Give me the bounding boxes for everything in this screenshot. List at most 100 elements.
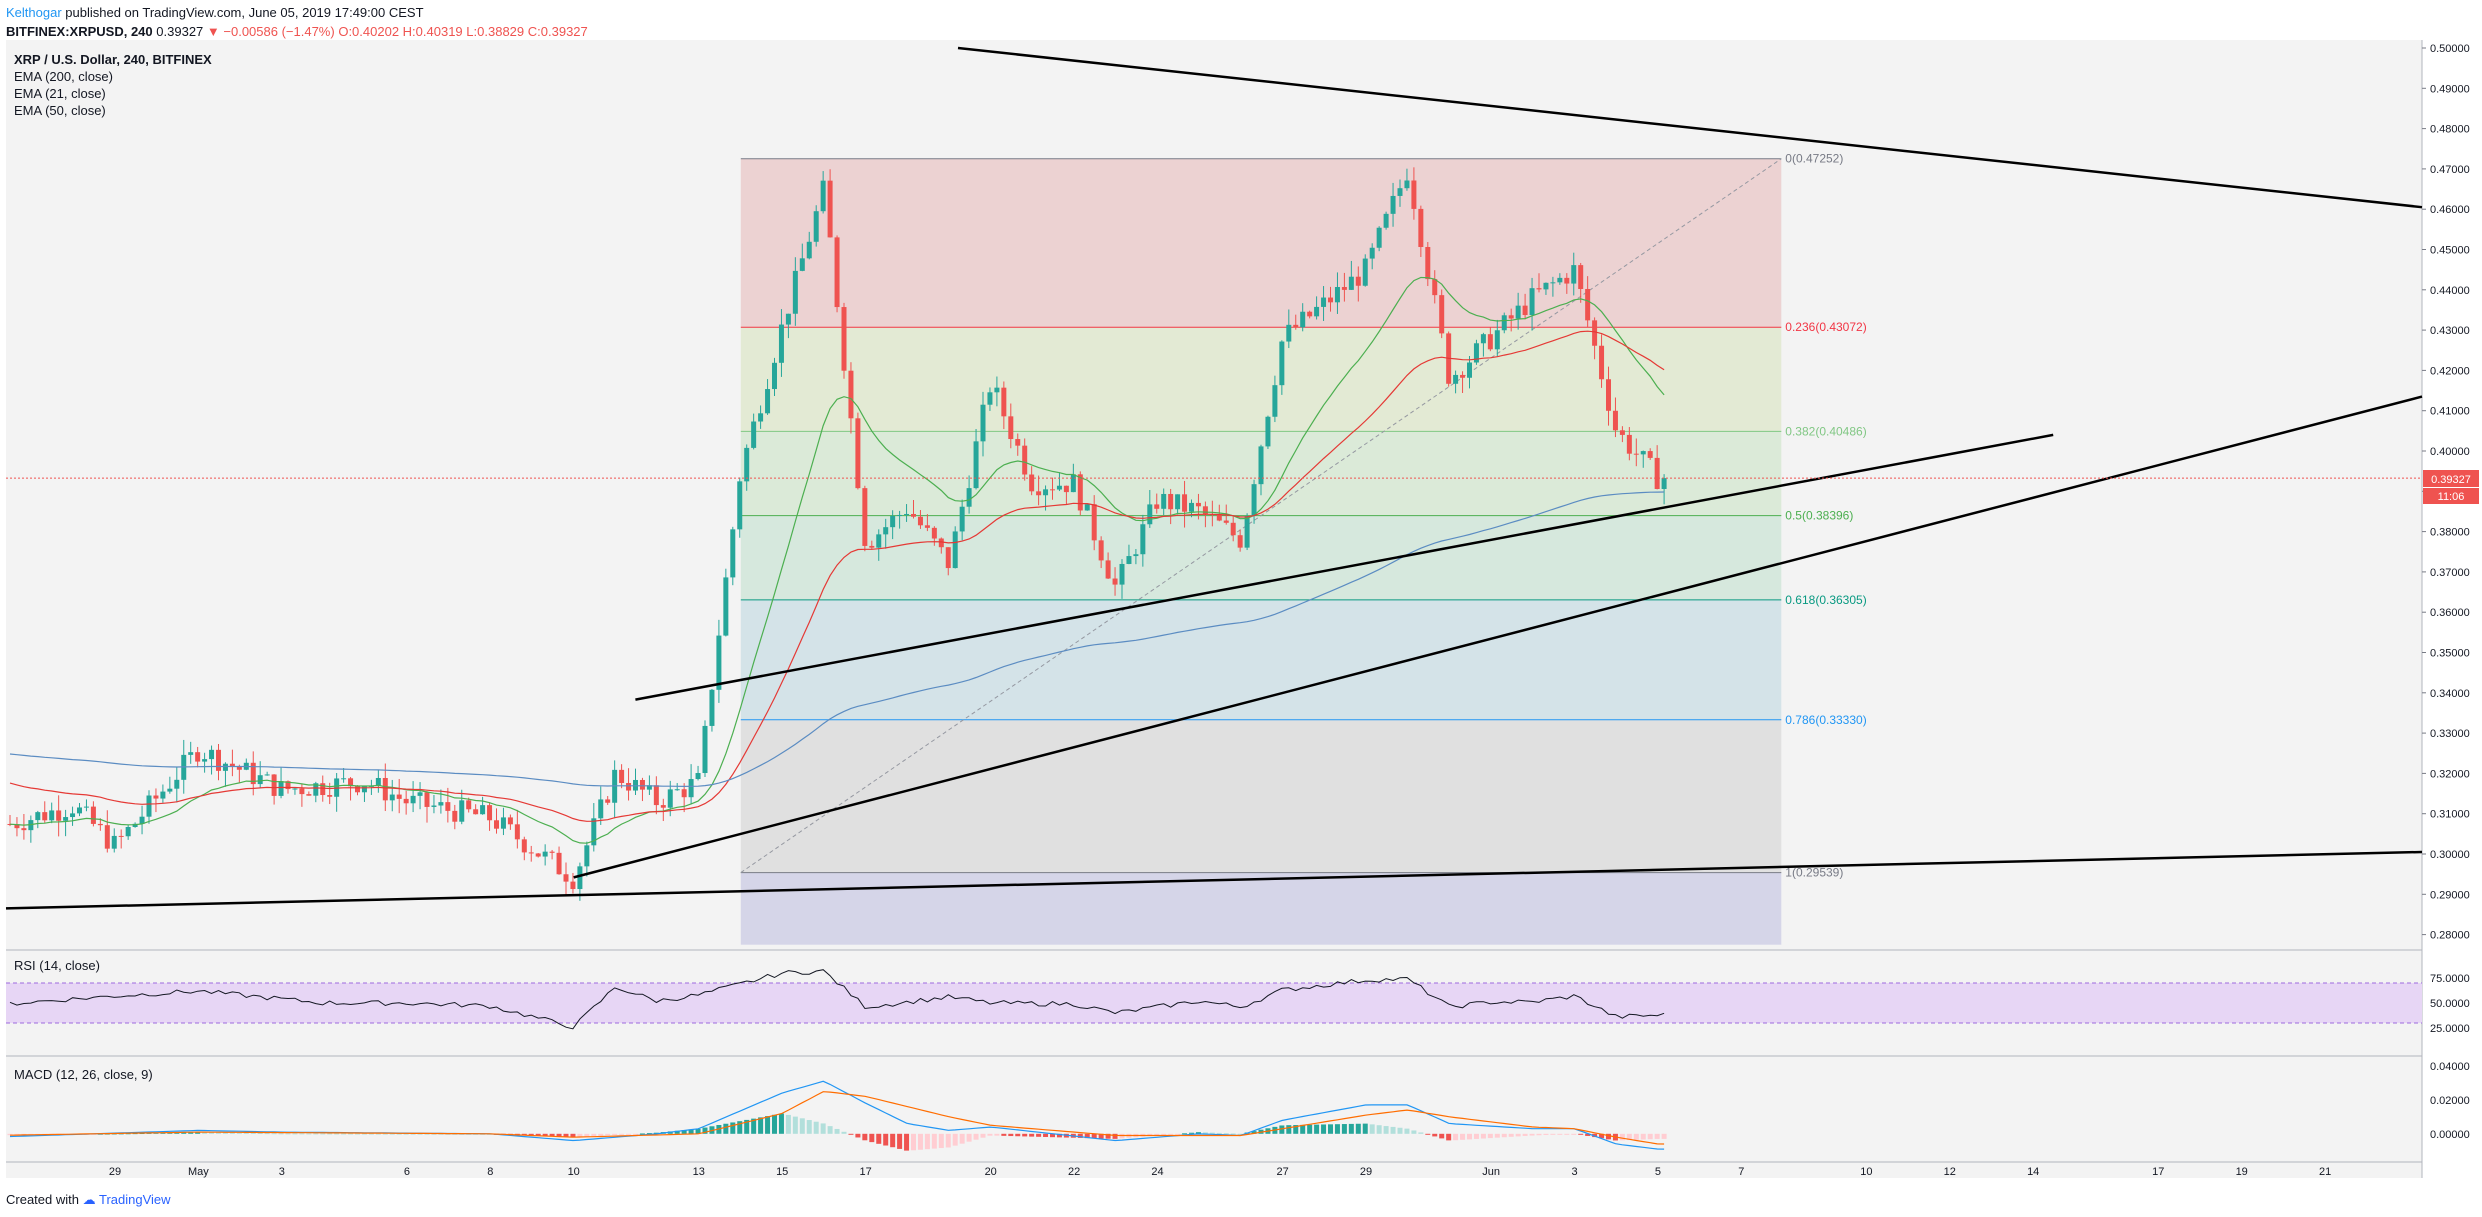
candle-body[interactable] [1091, 504, 1097, 541]
candle-body[interactable] [1265, 416, 1271, 447]
candle-body[interactable] [153, 795, 159, 799]
candle-body[interactable] [1626, 434, 1632, 454]
candle-body[interactable] [1341, 287, 1347, 290]
trendline[interactable] [957, 46, 2423, 209]
candle-body[interactable] [1182, 494, 1188, 512]
candle-body[interactable] [1480, 334, 1486, 344]
candle-body[interactable] [1195, 502, 1201, 507]
candle-body[interactable] [63, 817, 69, 821]
candle-body[interactable] [507, 817, 513, 825]
candle-body[interactable] [1251, 484, 1257, 516]
candle-body[interactable] [174, 779, 180, 789]
candle-body[interactable] [966, 488, 972, 507]
candle-body[interactable] [959, 506, 965, 532]
candle-body[interactable] [1321, 297, 1327, 307]
rsi-line[interactable] [9, 969, 1665, 1030]
candle-body[interactable] [1300, 311, 1306, 328]
candle-body[interactable] [1661, 478, 1667, 489]
macd-legend[interactable]: MACD (12, 26, close, 9) [14, 1067, 153, 1082]
candle-body[interactable] [56, 810, 62, 821]
candle-body[interactable] [820, 180, 826, 212]
candle-body[interactable] [1237, 535, 1243, 548]
tradingview-brand-link[interactable]: TradingView [99, 1192, 171, 1207]
candle-body[interactable] [1508, 315, 1514, 319]
candle-body[interactable] [424, 792, 430, 807]
candle-body[interactable] [1376, 227, 1382, 248]
signal-line[interactable] [9, 1091, 1665, 1145]
candle-body[interactable] [1307, 311, 1313, 317]
candle-body[interactable] [924, 525, 930, 528]
candle-body[interactable] [660, 805, 666, 808]
candle-body[interactable] [341, 778, 347, 780]
candle-body[interactable] [480, 805, 486, 815]
candle-body[interactable] [403, 798, 409, 804]
candle-body[interactable] [1015, 439, 1021, 446]
candle-body[interactable] [1619, 430, 1625, 435]
candle-body[interactable] [236, 766, 242, 770]
candle-body[interactable] [1550, 282, 1556, 284]
candle-body[interactable] [1314, 306, 1320, 317]
candle-body[interactable] [445, 802, 451, 811]
candle-body[interactable] [1501, 315, 1507, 331]
candle-body[interactable] [848, 370, 854, 419]
candle-body[interactable] [389, 794, 395, 801]
candle-body[interactable] [799, 258, 805, 271]
candle-body[interactable] [1147, 504, 1153, 525]
candle-body[interactable] [1036, 491, 1042, 496]
candle-body[interactable] [952, 531, 958, 569]
candle-body[interactable] [417, 792, 423, 796]
candle-body[interactable] [1654, 457, 1660, 489]
ema50-line[interactable] [9, 330, 1665, 822]
candle-body[interactable] [1133, 554, 1139, 557]
candle-body[interactable] [396, 794, 402, 799]
candle-body[interactable] [1647, 451, 1653, 458]
candle-body[interactable] [299, 788, 305, 795]
candle-body[interactable] [125, 826, 131, 837]
candle-body[interactable] [139, 816, 145, 824]
candle-body[interactable] [1571, 265, 1577, 284]
candle-body[interactable] [195, 752, 201, 762]
candle-body[interactable] [70, 813, 76, 818]
candle-body[interactable] [688, 779, 694, 798]
candle-body[interactable] [306, 794, 312, 796]
candle-body[interactable] [1578, 265, 1584, 289]
candle-body[interactable] [278, 781, 284, 796]
trendline[interactable] [573, 395, 2423, 879]
candle-body[interactable] [1473, 343, 1479, 363]
candle-body[interactable] [542, 851, 548, 857]
candle-body[interactable] [549, 851, 555, 853]
candle-body[interactable] [1258, 446, 1264, 485]
candle-body[interactable] [348, 778, 354, 787]
candle-body[interactable] [264, 774, 270, 776]
candle-body[interactable] [994, 387, 1000, 393]
candle-body[interactable] [605, 799, 611, 803]
candle-body[interactable] [556, 852, 562, 875]
candle-body[interactable] [535, 853, 541, 857]
candle-body[interactable] [1522, 305, 1528, 316]
candle-body[interactable] [1126, 556, 1132, 564]
candle-body[interactable] [834, 237, 840, 308]
candle-body[interactable] [1244, 515, 1250, 548]
candle-body[interactable] [327, 795, 333, 797]
candle-body[interactable] [639, 779, 645, 790]
candle-body[interactable] [1453, 374, 1459, 384]
candle-body[interactable] [591, 818, 597, 846]
candle-body[interactable] [1272, 385, 1278, 417]
candle-body[interactable] [1418, 208, 1424, 248]
ema21-legend[interactable]: EMA (21, close) [14, 86, 106, 101]
candle-body[interactable] [1098, 540, 1104, 561]
candle-body[interactable] [1383, 213, 1389, 228]
candle-body[interactable] [271, 774, 277, 796]
candle-body[interactable] [806, 241, 812, 259]
candle-body[interactable] [118, 835, 124, 837]
rsi-legend[interactable]: RSI (14, close) [14, 958, 100, 973]
candle-body[interactable] [146, 795, 152, 817]
candle-body[interactable] [1189, 502, 1194, 512]
price-axis[interactable]: 0.50000 0.49000 0.48000 0.47000 0.46000 0.450… [2422, 43, 2470, 1141]
candle-body[interactable] [431, 805, 437, 807]
candle-body[interactable] [1008, 416, 1014, 440]
candle-body[interactable] [1606, 379, 1611, 411]
candle-body[interactable] [257, 775, 263, 785]
candle-body[interactable] [1140, 524, 1146, 555]
candle-body[interactable] [1369, 247, 1375, 259]
